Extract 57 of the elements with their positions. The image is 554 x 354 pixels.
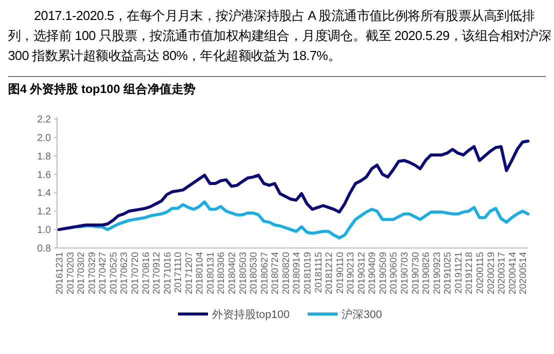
x-tick-label: 20180914 <box>292 252 303 294</box>
x-tick-label: 20190826 <box>421 252 432 294</box>
x-tick-label: 20200115 <box>474 252 486 294</box>
x-tick-label: 20180627 <box>259 252 270 294</box>
x-tick-label: 20190213 <box>346 252 357 294</box>
x-tick-label: 20170525 <box>108 252 120 294</box>
x-tick-label: 20170427 <box>98 252 109 294</box>
x-tick-label: 20181019 <box>302 252 314 294</box>
y-tick-label: 0.8 <box>37 244 52 254</box>
x-tick-label: 20190312 <box>356 252 368 294</box>
x-tick-label: 20180820 <box>280 252 292 294</box>
x-tick-label: 20181212 <box>324 252 336 294</box>
x-tick-label: 20170816 <box>140 252 152 294</box>
x-tick-label: 20191218 <box>464 252 476 294</box>
x-tick-label: 20180131 <box>205 252 216 294</box>
x-tick-label: 20170720 <box>130 252 141 294</box>
x-tick-label: 20181115 <box>313 252 324 293</box>
y-tick-label: 2.2 <box>37 114 52 126</box>
x-tick-label: 20170302 <box>76 252 88 294</box>
x-tick-label: 20190923 <box>432 252 443 294</box>
x-tick-label: 20180402 <box>227 252 238 294</box>
x-tick-label: 20190730 <box>410 252 422 294</box>
x-tick-label: 20180306 <box>216 252 228 294</box>
y-tick-label: 1.0 <box>37 225 52 236</box>
y-tick-label: 1.4 <box>37 188 52 200</box>
x-tick-label: 20200514 <box>518 252 530 294</box>
y-tick-label: 1.6 <box>37 170 52 181</box>
x-tick-label: 20180503 <box>238 252 249 294</box>
x-tick-label: 20171207 <box>184 252 195 294</box>
x-tick-label: 20200219 <box>486 252 497 294</box>
x-tick-label: 20190605 <box>388 252 400 294</box>
x-tick-label: 20200317 <box>496 252 508 294</box>
text: 2017.1-2020.5，在每个月月末，按沪港深持股占 A 股流通市值比例将所有股票从高到低排列，选择前 100 只股票，按流通市值加权构建组合，月度调仓。截至 2020.5.29，该组合相对沪深 300 指数累计超额收益高达 80%，年化超额收益为 18.7%。 <box>8 7 552 65</box>
y-tick-label: 2.0 <box>37 132 52 144</box>
x-tick-label: 20170623 <box>119 252 130 294</box>
y-tick-label: 1.2 <box>37 206 52 218</box>
x-tick-label: 20191025 <box>442 252 454 294</box>
y-tick-label: 1.8 <box>37 151 52 162</box>
legend-label: 沪深300 <box>342 308 382 321</box>
x-tick-label: 20171016 <box>162 252 174 294</box>
line-series <box>58 140 530 232</box>
x-tick-label: 20170329 <box>86 252 98 294</box>
x-tick-label: 20180530 <box>248 252 260 294</box>
x-tick-label: 20190110 <box>334 252 346 294</box>
x-tick-label: 20191121 <box>453 252 464 294</box>
x-tick-label: 20190703 <box>400 252 411 294</box>
x-tick-label: 20170203 <box>65 252 76 294</box>
x-tick-label: 20190409 <box>367 252 378 294</box>
chart-title: 图4 外资持股 top100 组合净值走势 <box>8 76 546 98</box>
x-tick-label: 20161231 <box>54 252 66 294</box>
x-tick-label: 20200414 <box>507 252 518 294</box>
legend-label: 外资持股top100 <box>212 309 290 321</box>
x-tick-label: 20180104 <box>194 252 206 294</box>
x-tick-label: 20190509 <box>378 252 389 294</box>
x-tick-label: 20171110 <box>173 252 184 293</box>
x-tick-label: 20170912 <box>152 252 163 294</box>
x-tick-label: 20180724 <box>270 252 282 294</box>
